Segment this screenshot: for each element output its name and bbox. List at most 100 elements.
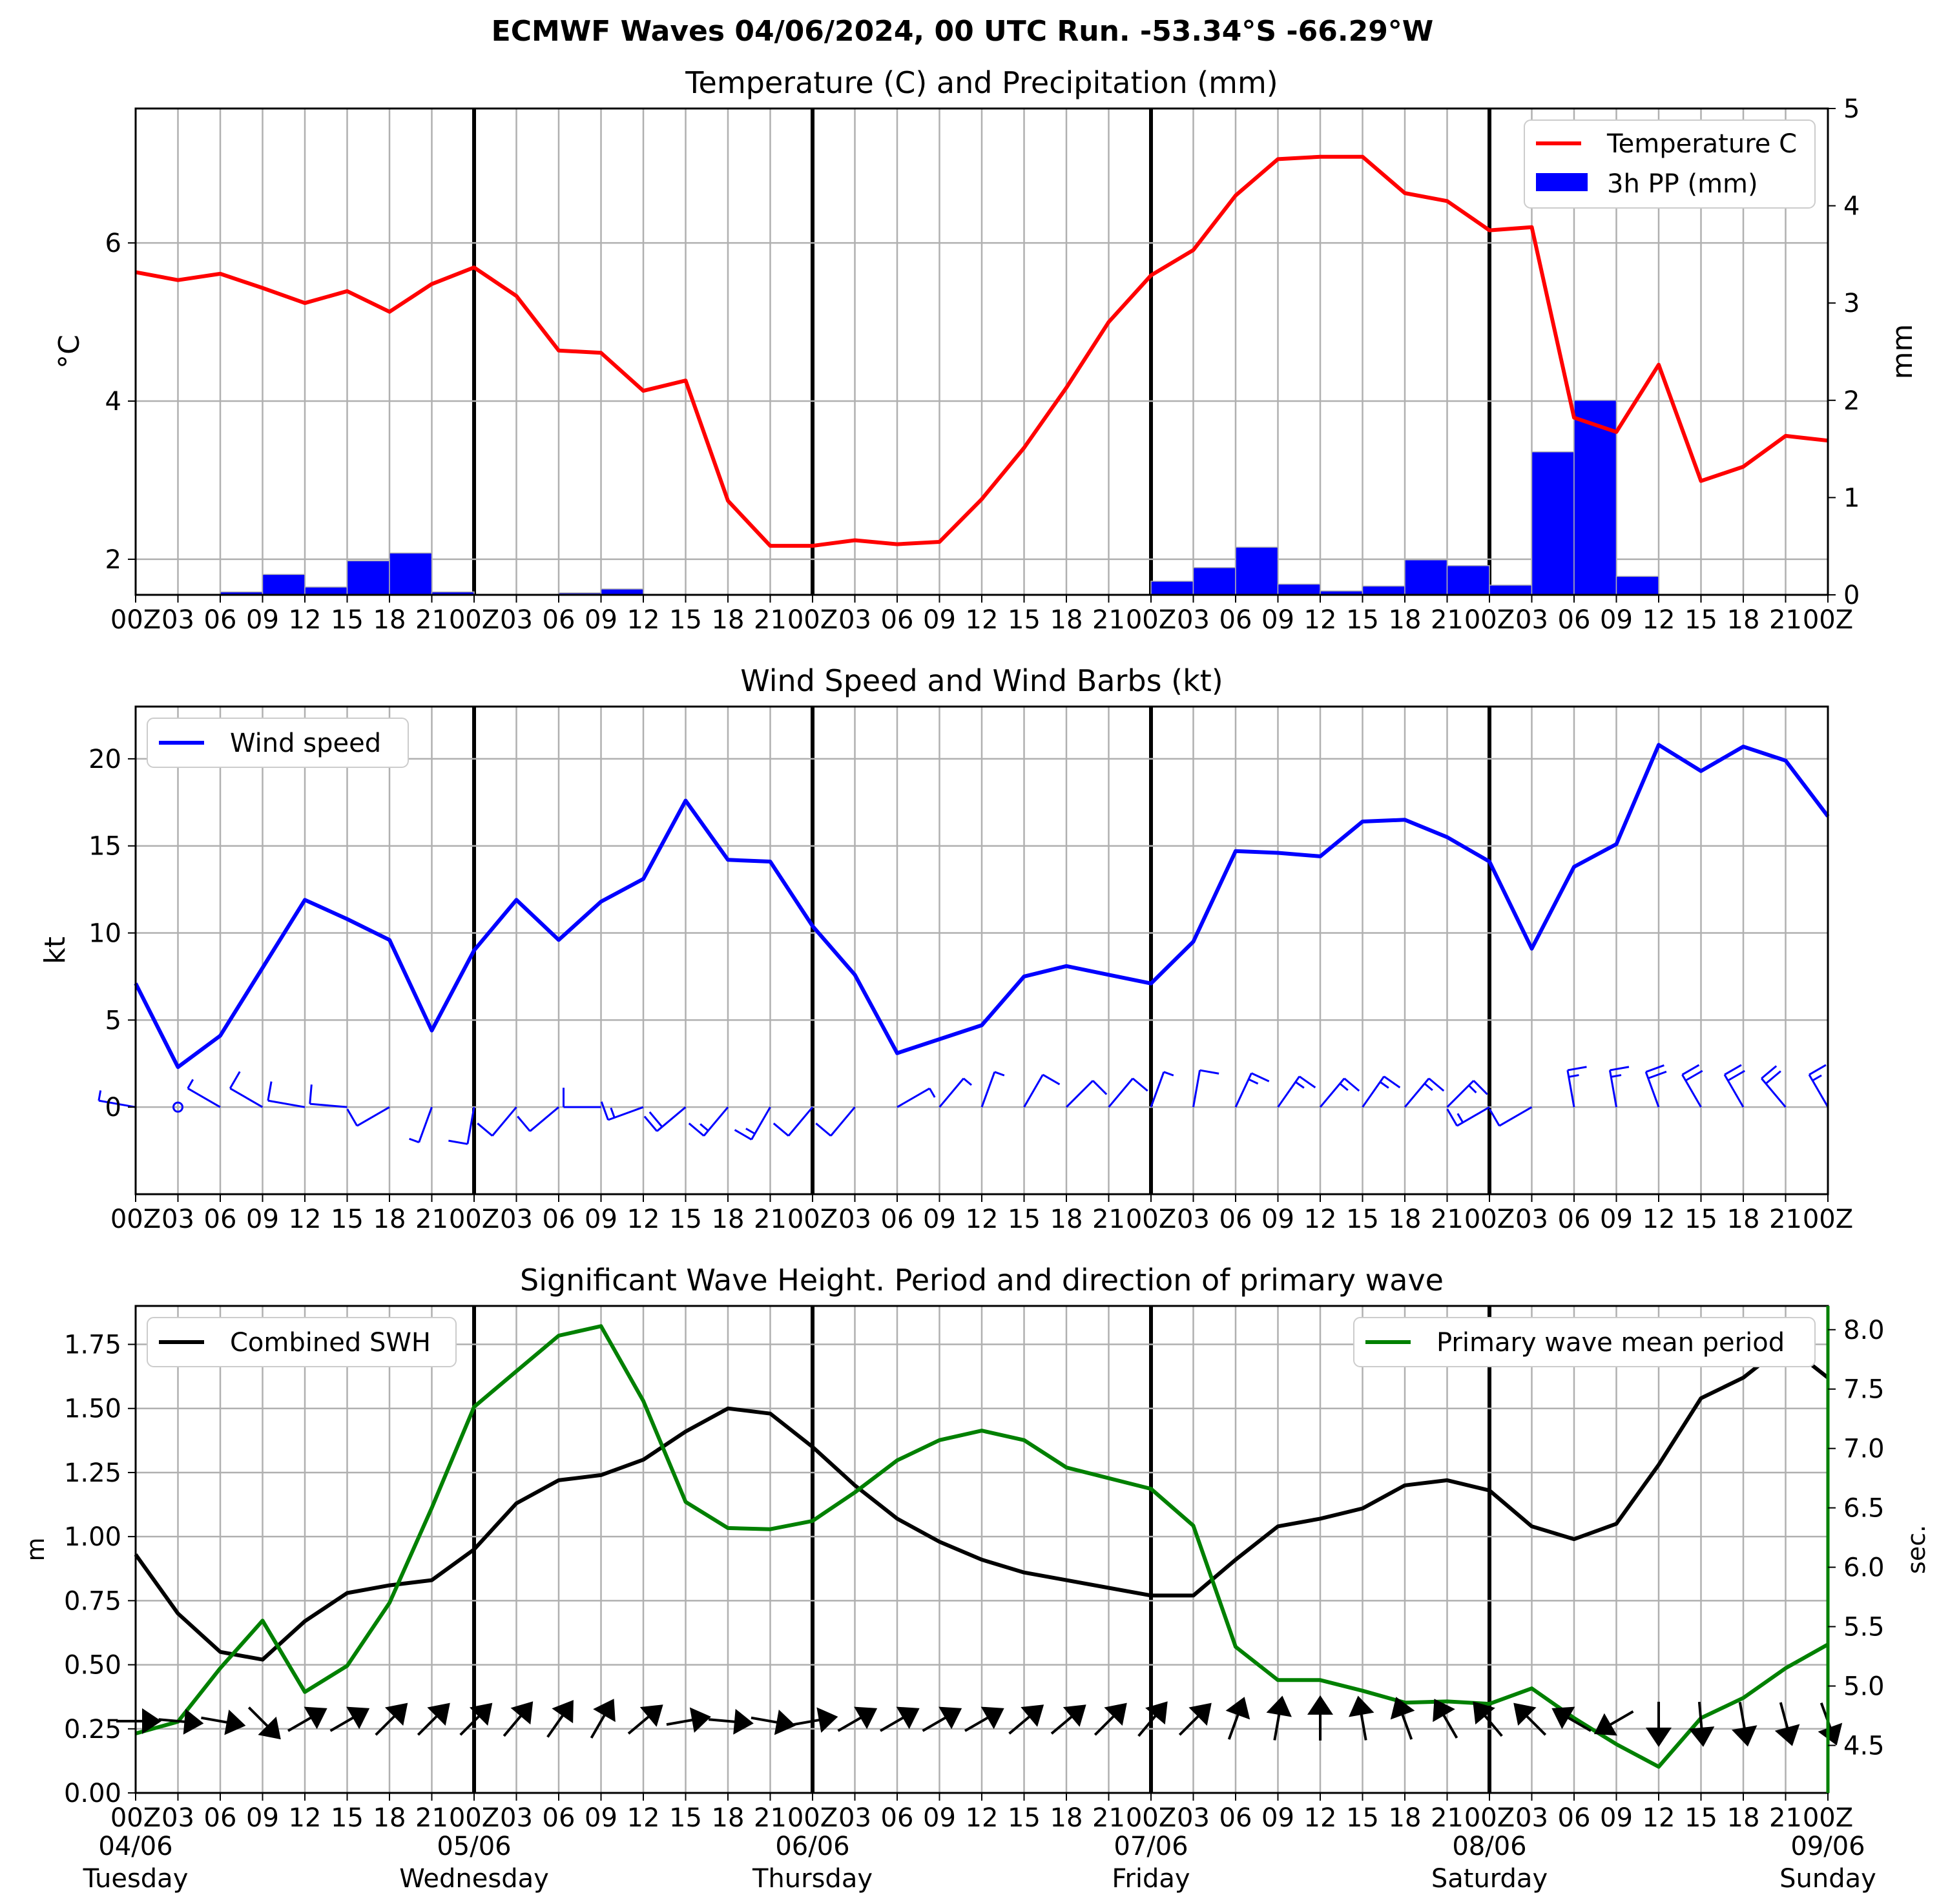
x-tick-label: 18 xyxy=(712,1205,745,1234)
x-tick-label: 09 xyxy=(923,1205,956,1234)
wave-direction-arrow xyxy=(1349,1695,1374,1741)
wind-barb-flag xyxy=(648,1111,663,1128)
y-tick-label-left: 1.25 xyxy=(64,1458,121,1488)
x-tick-label: 09 xyxy=(585,1803,617,1833)
wind-barb-flag xyxy=(229,1071,241,1089)
wind-barb-calm xyxy=(172,1101,183,1113)
wave-direction-arrow xyxy=(546,1700,574,1738)
arrow-shaft xyxy=(1482,1713,1503,1737)
wind-barb-flag xyxy=(1812,1074,1822,1082)
wind-barb xyxy=(1065,1080,1108,1108)
wave-direction-arrow xyxy=(1774,1702,1800,1746)
x-tick-label: 15 xyxy=(669,1803,702,1833)
plot-border xyxy=(134,107,1829,596)
wind-barb xyxy=(346,1106,390,1127)
y-tick-label-right: 1 xyxy=(1843,483,1860,513)
wind-barb-flag xyxy=(409,1137,420,1144)
arrow-head xyxy=(1732,1725,1758,1747)
x-tick-label: 21 xyxy=(1769,1205,1802,1234)
wave-direction-arrow xyxy=(880,1706,920,1732)
panel-title: Wind Speed and Wind Barbs (kt) xyxy=(740,663,1223,698)
wave-direction-arrow xyxy=(1307,1695,1333,1741)
x-tick-label: 18 xyxy=(712,605,745,635)
wave-direction-arrow xyxy=(1688,1701,1715,1747)
x-tick-label: 09 xyxy=(1261,1803,1294,1833)
wave-direction-arrow xyxy=(375,1702,408,1736)
wind-barb-shaft xyxy=(229,1087,264,1108)
legend-box xyxy=(1524,119,1816,209)
x-tick-label: 00Z xyxy=(110,605,161,635)
wind-barb-shaft xyxy=(1362,1075,1385,1108)
wind-barb-shaft xyxy=(1681,1074,1702,1108)
x-tick-label: 21 xyxy=(1431,1205,1464,1234)
arrow-shaft xyxy=(590,1712,607,1739)
arrow-head xyxy=(733,1708,754,1735)
x-tick-label: 06 xyxy=(204,1803,237,1833)
day-weekday-label: Wednesday xyxy=(399,1864,549,1894)
x-tick-label: 00Z xyxy=(787,1803,838,1833)
wind-barb-shaft xyxy=(703,1106,729,1137)
arrow-head xyxy=(552,1700,574,1724)
x-tick-label: 12 xyxy=(627,1803,660,1833)
y-tick-label: 20 xyxy=(88,745,121,774)
arrow-head xyxy=(938,1706,962,1730)
legend-label-precip: 3h PP (mm) xyxy=(1607,169,1758,199)
y-tick-label: 0 xyxy=(105,1093,121,1123)
wind-barb-shaft xyxy=(466,1106,475,1144)
wind-barb-flag xyxy=(1809,1064,1827,1076)
wind-barb-flag xyxy=(1648,1070,1667,1079)
x-tick-label: 15 xyxy=(1346,605,1379,635)
arrow-shaft xyxy=(793,1718,822,1726)
x-tick-label: 00Z xyxy=(787,605,838,635)
wave-direction-arrow xyxy=(1137,1701,1168,1737)
arrow-head xyxy=(980,1706,1004,1730)
x-tick-label: 12 xyxy=(289,1803,322,1833)
wind-barb xyxy=(1023,1073,1061,1108)
wind-barb-shaft xyxy=(1108,1077,1134,1108)
x-tick-label: 09 xyxy=(246,1205,279,1234)
x-tick-label: 03 xyxy=(161,1205,194,1234)
x-tick-label: 09 xyxy=(1600,605,1633,635)
arrow-shaft xyxy=(1094,1713,1116,1736)
x-tick-label: 21 xyxy=(1092,1205,1125,1234)
x-tick-label: 00Z xyxy=(1803,1803,1853,1833)
day-weekday-label: Saturday xyxy=(1431,1864,1548,1894)
wind-barb-flag xyxy=(1339,1082,1349,1092)
wind-barb-flag xyxy=(448,1139,468,1145)
x-tick-label: 09 xyxy=(246,605,279,635)
x-tick-label: 21 xyxy=(415,1205,448,1234)
x-tick-label: 18 xyxy=(1389,605,1422,635)
wind-barb-flag xyxy=(477,1123,493,1137)
x-tick-label: 21 xyxy=(415,605,448,635)
arrow-head xyxy=(1104,1702,1127,1726)
wind-barb-shaft xyxy=(187,1087,221,1108)
arrow-head xyxy=(1307,1695,1333,1715)
wind-barb-flag xyxy=(1645,1064,1664,1073)
arrow-shaft xyxy=(1608,1710,1634,1727)
x-tick-label: 06 xyxy=(1558,1205,1591,1234)
legend-label-period: Primary wave mean period xyxy=(1436,1328,1785,1358)
wind-barb xyxy=(600,1101,644,1121)
arrow-head xyxy=(689,1707,711,1733)
wind-barb xyxy=(1108,1077,1148,1108)
wave-direction-arrow xyxy=(1050,1704,1086,1735)
x-tick-label: 21 xyxy=(754,1803,787,1833)
wind-barb-shaft xyxy=(938,1077,964,1108)
wind-barb-flag xyxy=(610,1107,616,1118)
wave-direction-arrow xyxy=(1266,1695,1292,1741)
arrow-head xyxy=(1433,1699,1455,1723)
temperature-line xyxy=(135,154,1829,548)
wind-barb-flag xyxy=(1488,1108,1500,1126)
y-tick-label-left: 1.75 xyxy=(64,1330,121,1360)
legend-box xyxy=(1353,1317,1816,1367)
arrow-shaft xyxy=(503,1713,524,1737)
wave-direction-arrow xyxy=(1473,1701,1503,1737)
precip-bar xyxy=(1446,565,1490,595)
wind-barb xyxy=(267,1081,306,1108)
wind-barb-shaft xyxy=(98,1099,136,1108)
wind-barb-shaft xyxy=(1065,1080,1094,1108)
legend-box xyxy=(147,1317,457,1367)
arrow-head xyxy=(593,1699,616,1723)
wind-barb-flag xyxy=(1250,1072,1270,1082)
